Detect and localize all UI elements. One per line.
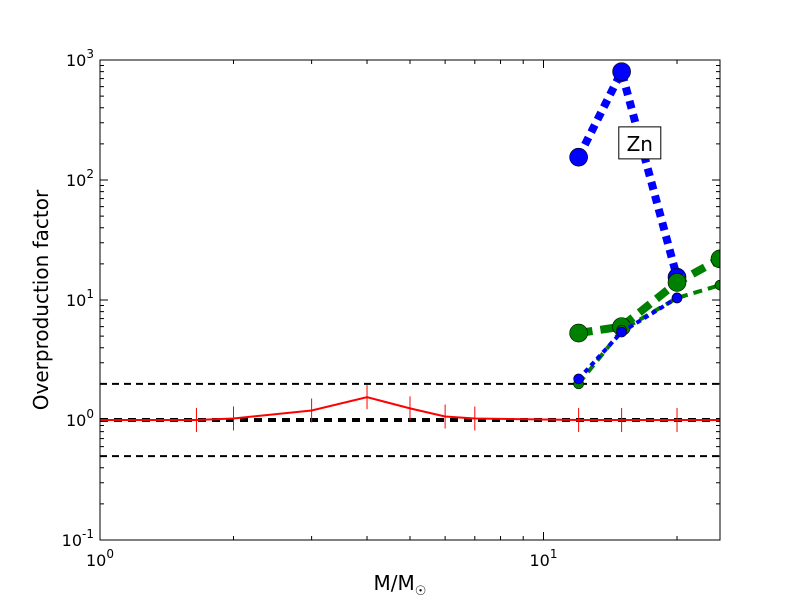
data-point: [612, 62, 631, 81]
series-line: [577, 283, 720, 386]
y-tick-label: 10-1: [62, 527, 94, 550]
annotation-label: Zn: [627, 132, 653, 156]
x-tick-label: 101: [530, 547, 558, 570]
y-axis-label: Overproduction factor: [29, 189, 53, 410]
y-tick-label: 103: [66, 47, 94, 70]
x-tick-label: 100: [86, 547, 114, 570]
data-point: [569, 323, 588, 343]
plot-series: [100, 60, 720, 458]
y-tick-label: 101: [66, 287, 94, 310]
y-tick-label: 100: [66, 407, 94, 430]
data-point: [714, 279, 720, 291]
plot-frame: [99, 59, 721, 541]
x-axis-label: M/M☉: [374, 571, 427, 599]
data-point: [569, 147, 588, 167]
annotation-box: [618, 126, 662, 160]
series-line: [575, 60, 681, 279]
data-point: [667, 273, 687, 292]
data-point: [573, 373, 584, 385]
series-line: [100, 396, 720, 421]
series-line: [578, 255, 720, 338]
y-tick-label: 102: [66, 167, 94, 190]
data-point: [671, 292, 683, 304]
data-point: [616, 326, 627, 338]
data-point: [710, 249, 720, 269]
